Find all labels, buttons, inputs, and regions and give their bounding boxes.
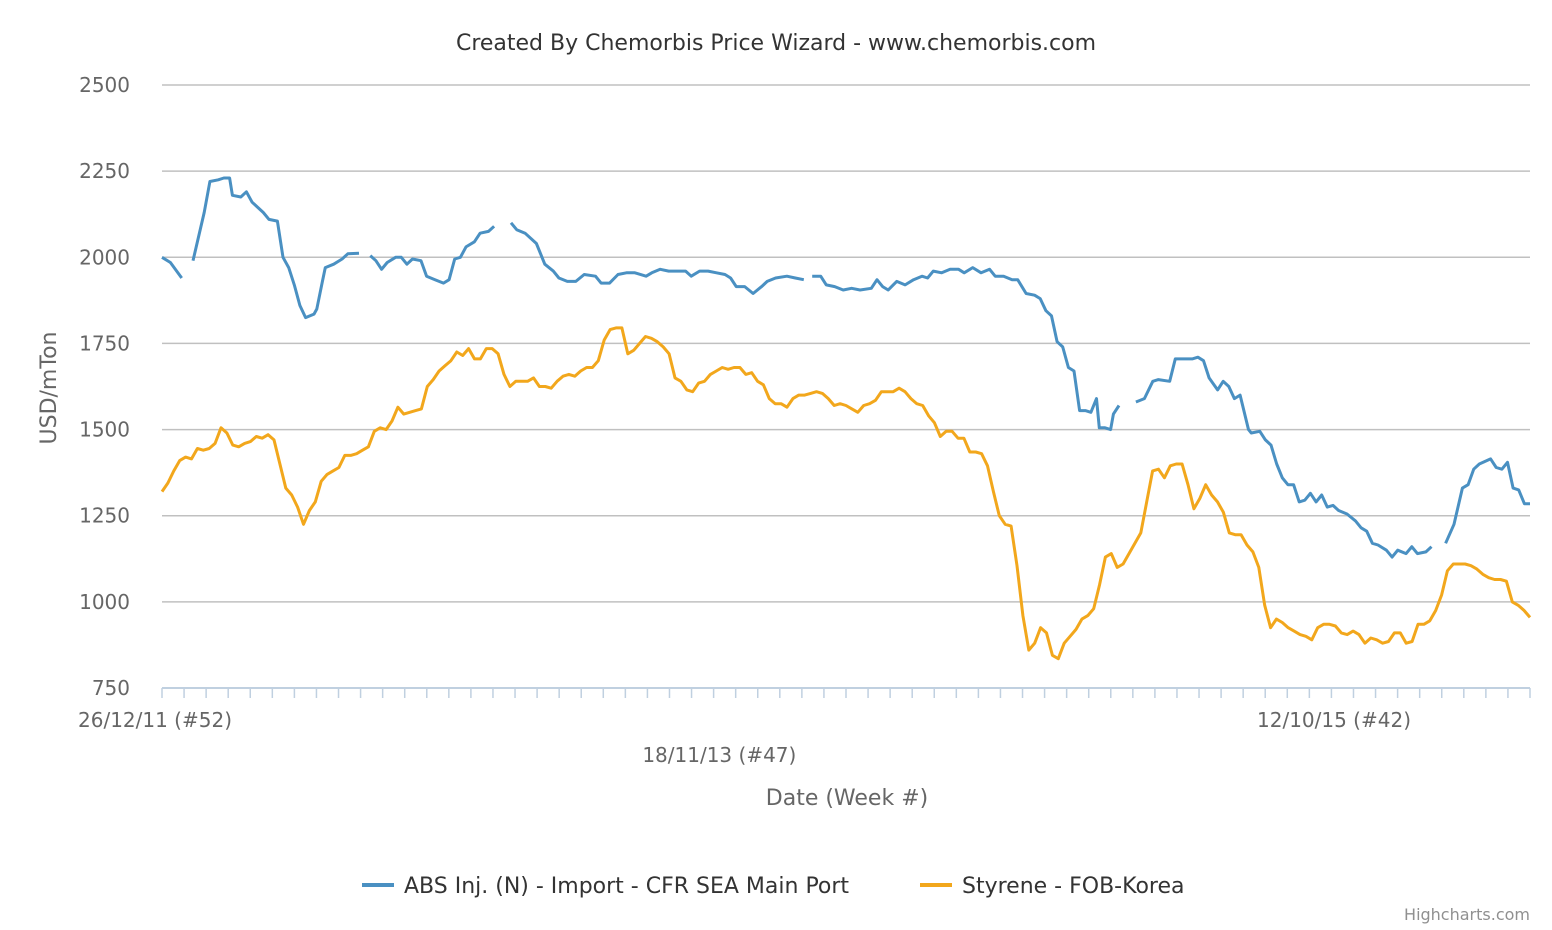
y-tick-label: 2000 xyxy=(79,245,130,269)
legend-label: ABS Inj. (N) - Import - CFR SEA Main Por… xyxy=(404,874,849,899)
series-line-abs-segment-6[interactable] xyxy=(1444,457,1530,544)
credits-text[interactable]: Highcharts.com xyxy=(1404,905,1530,924)
y-tick-label: 2500 xyxy=(79,73,130,97)
legend: ABS Inj. (N) - Import - CFR SEA Main Por… xyxy=(362,874,1184,899)
legend-item-0[interactable]: ABS Inj. (N) - Import - CFR SEA Main Por… xyxy=(362,874,849,899)
y-tick-label: 1000 xyxy=(79,590,130,614)
series-line-abs-segment-0[interactable] xyxy=(161,256,183,279)
y-tick-label: 2250 xyxy=(79,159,130,183)
y-tick-labels: 750 1000 1250 1500 1750 2000 2250 2500 xyxy=(79,73,130,700)
y-tick-label: 750 xyxy=(92,676,130,700)
series-line-styrene[interactable] xyxy=(160,326,1532,661)
y-tick-label: 1250 xyxy=(79,504,130,528)
y-tick-label: 1750 xyxy=(79,331,130,355)
series-line-abs-segment-2[interactable] xyxy=(369,225,496,285)
x-axis-title: Date (Week #) xyxy=(766,786,928,811)
legend-item-1[interactable]: Styrene - FOB-Korea xyxy=(920,874,1184,899)
series-line-abs-segment-1[interactable] xyxy=(191,176,360,320)
x-tick-label: 26/12/11 (#52) xyxy=(78,708,232,732)
x-tick-label: 18/11/13 (#47) xyxy=(642,743,796,767)
grid-lines xyxy=(162,84,1530,603)
y-tick-label: 1500 xyxy=(79,418,130,442)
y-axis-title: USD/mTon xyxy=(37,332,62,445)
x-axis: 26/12/11 (#52) 18/11/13 (#47) 12/10/15 (#4… xyxy=(78,687,1531,767)
legend-label: Styrene - FOB-Korea xyxy=(962,874,1184,899)
series-line-abs-segment-5[interactable] xyxy=(1135,355,1433,559)
chart-title: Created By Chemorbis Price Wizard - www.… xyxy=(456,31,1096,56)
series-lines xyxy=(160,176,1532,661)
series-line-abs-segment-4[interactable] xyxy=(812,266,1121,432)
series-line-abs-segment-3[interactable] xyxy=(509,221,805,295)
x-tick-label: 12/10/15 (#42) xyxy=(1257,708,1411,732)
